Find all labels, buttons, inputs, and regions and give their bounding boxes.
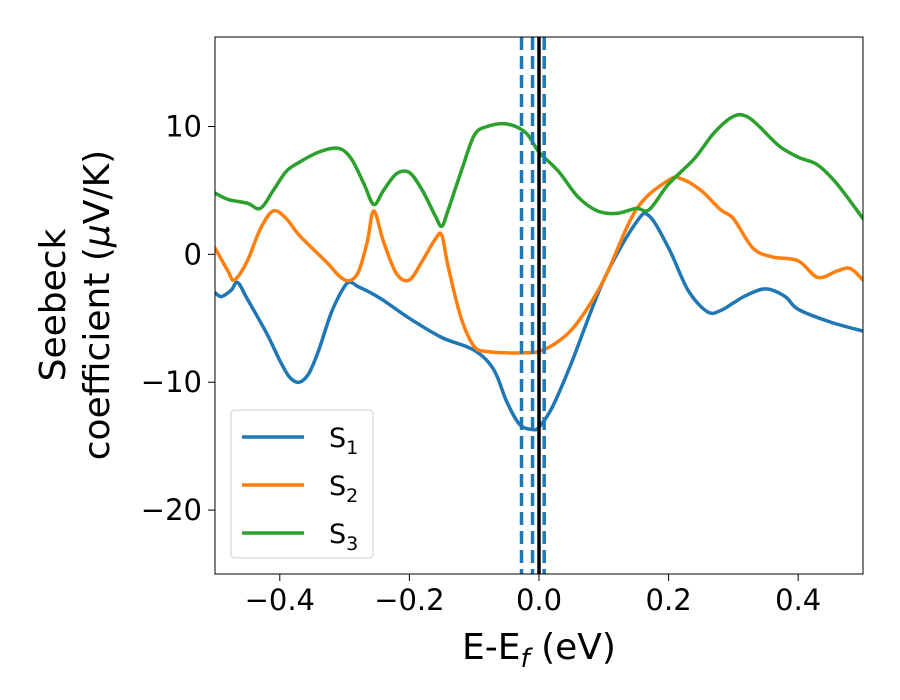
legend-label-s2: S2 bbox=[329, 471, 358, 507]
series-line-s2 bbox=[215, 175, 863, 355]
y-axis-label: Seebeck coefficient (μV/K) bbox=[33, 150, 118, 460]
x-tick-label: 0.4 bbox=[775, 583, 821, 617]
series-line-s1 bbox=[215, 211, 863, 432]
x-tick-label: −0.4 bbox=[245, 583, 315, 617]
x-axis-ticks: −0.4 −0.2 0.0 0.2 0.4 bbox=[245, 574, 821, 617]
series-layer bbox=[215, 112, 863, 432]
legend-label-s3: S3 bbox=[329, 519, 358, 555]
x-tick-label: 0.2 bbox=[646, 583, 692, 617]
legend-label-s1: S1 bbox=[329, 423, 358, 459]
x-tick-label: −0.2 bbox=[374, 583, 444, 617]
x-axis-label: E-Ef (eV) bbox=[462, 627, 616, 674]
y-tick-label: 0 bbox=[184, 237, 202, 271]
y-axis-label-line1: Seebeck bbox=[33, 228, 74, 381]
series-line-s3 bbox=[215, 112, 863, 229]
y-tick-label: 10 bbox=[165, 110, 202, 144]
reference-lines bbox=[519, 37, 546, 574]
y-axis-ticks: −20 −10 0 10 bbox=[141, 110, 215, 527]
y-tick-label: −10 bbox=[141, 365, 202, 399]
legend: S1 S2 S3 bbox=[230, 409, 374, 559]
x-tick-label: 0.0 bbox=[516, 583, 562, 617]
y-axis-label-line2: coefficient (μV/K) bbox=[77, 150, 118, 460]
y-tick-label: −20 bbox=[141, 493, 202, 527]
